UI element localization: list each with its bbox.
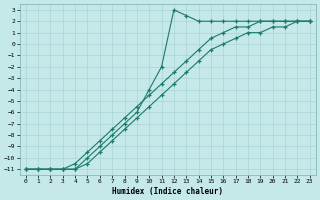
X-axis label: Humidex (Indice chaleur): Humidex (Indice chaleur) <box>112 187 223 196</box>
